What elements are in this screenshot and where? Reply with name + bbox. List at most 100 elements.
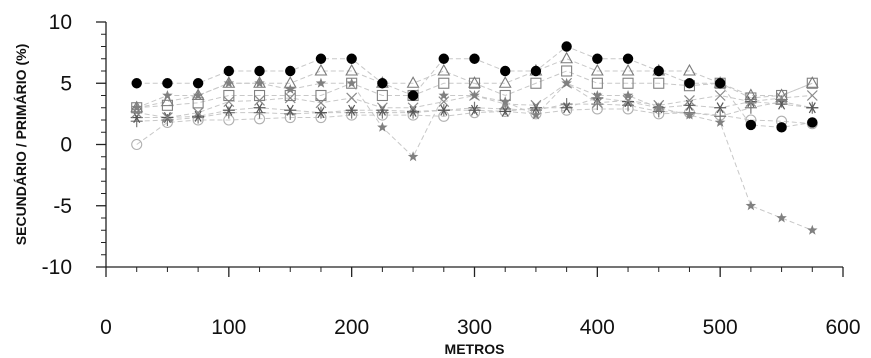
data-point-square (192, 97, 204, 109)
data-point-star (653, 102, 664, 113)
data-point-triangle (621, 63, 635, 76)
data-point-square (561, 65, 573, 77)
series-connector-line (136, 58, 813, 109)
data-point-x (407, 102, 419, 114)
data-point-x (591, 97, 603, 109)
data-point-filled-circle (162, 78, 173, 89)
data-point-plus (407, 106, 420, 119)
data-point-filled-circle (346, 53, 357, 64)
data-point-x (622, 94, 634, 106)
data-point-triangle (406, 76, 420, 88)
data-point-square (438, 77, 450, 89)
data-point-asterisk (437, 104, 450, 116)
data-point-filled-circle (622, 53, 634, 64)
data-point-triangle (590, 63, 604, 76)
data-point-asterisk (284, 104, 297, 116)
data-point-filled-circle (530, 65, 542, 77)
data-point-filled-circle (776, 122, 787, 133)
data-point-x (530, 99, 542, 111)
data-point-filled-circle (592, 53, 603, 64)
data-point-x (284, 92, 296, 104)
data-point-triangle (498, 76, 512, 88)
data-point-star (407, 151, 419, 162)
data-point-star (622, 90, 634, 100)
x-tick-label: 600 (825, 316, 860, 339)
data-point-triangle (805, 76, 819, 88)
y-tick-label: -5 (53, 195, 72, 218)
data-point-x (161, 112, 173, 123)
data-point-x (315, 97, 327, 109)
y-tick-label: 0 (60, 134, 72, 157)
data-point-x (745, 96, 757, 108)
data-point-x (684, 94, 695, 106)
data-point-square (376, 89, 388, 102)
data-point-filled-circle (745, 119, 757, 131)
data-point-x (346, 92, 358, 104)
data-point-star (438, 90, 450, 100)
data-point-x (714, 90, 726, 101)
data-point-star (192, 90, 204, 100)
data-point-asterisk (253, 102, 266, 114)
data-point-filled-circle (714, 78, 726, 89)
data-point-square (253, 89, 266, 102)
y-tick-label: -10 (42, 256, 72, 279)
data-point-x (376, 102, 388, 114)
x-tick-label: 300 (457, 316, 492, 339)
data-point-square (591, 77, 603, 89)
data-point-filled-circle (223, 65, 235, 77)
data-point-star (131, 102, 142, 113)
data-point-star (254, 77, 265, 88)
data-markers (130, 41, 819, 235)
data-point-filled-circle (377, 78, 388, 89)
data-point-square (622, 77, 634, 89)
data-point-star (745, 200, 757, 211)
data-point-asterisk (222, 104, 235, 116)
data-point-star (684, 109, 695, 120)
x-axis-title: METROS (445, 341, 505, 357)
x-tick-label: 0 (100, 316, 112, 339)
data-point-filled-circle (254, 65, 265, 77)
series-connector-line (136, 70, 813, 109)
data-point-asterisk (560, 102, 573, 114)
data-point-star (162, 90, 173, 100)
series-connector-line (136, 108, 813, 145)
data-point-star (776, 212, 787, 223)
data-point-triangle (314, 63, 328, 76)
data-point-triangle (775, 88, 789, 101)
data-point-star (530, 109, 542, 120)
data-point-star (499, 96, 511, 107)
data-point-star (807, 224, 818, 235)
data-point-square (223, 89, 235, 102)
data-point-asterisk (499, 105, 512, 117)
data-point-filled-circle (807, 117, 818, 128)
data-point-triangle (468, 76, 481, 88)
data-point-star (377, 121, 388, 132)
data-point-star (592, 90, 603, 100)
data-point-plus (192, 111, 205, 124)
data-point-plus (161, 114, 174, 126)
data-point-plus (345, 106, 358, 119)
data-point-star (223, 77, 235, 88)
data-point-asterisk (345, 104, 358, 116)
data-point-x (806, 90, 818, 101)
data-point-square (530, 77, 542, 89)
data-point-filled-circle (500, 65, 511, 77)
data-point-x (438, 96, 450, 108)
data-point-open-circle (131, 138, 143, 151)
data-point-filled-circle (469, 53, 480, 64)
data-point-plus (499, 102, 512, 115)
data-point-asterisk (314, 107, 327, 119)
data-point-plus (591, 98, 604, 111)
data-point-plus (376, 106, 389, 119)
series-connector-lines (136, 45, 813, 231)
data-point-star (561, 77, 572, 88)
axis-ticks: 0 100 200 300 400 500 600 -10 -5 0 5 10 (42, 11, 861, 339)
data-point-triangle (560, 51, 574, 64)
y-tick-label: 10 (49, 11, 72, 34)
data-point-square (315, 89, 327, 102)
x-tick-label: 500 (703, 316, 738, 339)
data-point-filled-circle (192, 78, 204, 89)
data-point-plus (744, 101, 757, 114)
data-point-filled-circle (438, 53, 449, 64)
data-point-plus (222, 106, 235, 119)
